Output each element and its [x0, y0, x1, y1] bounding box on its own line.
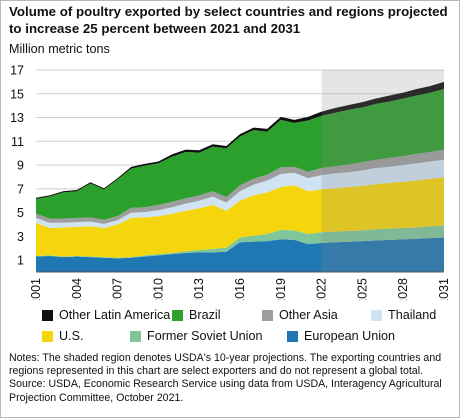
- legend-swatch: [371, 309, 382, 321]
- legend-item-other-latin-america: Other Latin America: [42, 308, 170, 322]
- legend-swatch: [287, 330, 298, 342]
- x-tick-2022: 2022: [315, 278, 329, 300]
- y-tick-13: 13: [10, 111, 24, 125]
- notes-text: Notes: The shaded region denotes USDA's …: [9, 352, 442, 378]
- legend-item-other-asia: Other Asia: [262, 308, 338, 322]
- legend-swatch: [42, 330, 53, 342]
- y-tick-5: 5: [17, 206, 24, 220]
- area-european-union: [36, 237, 444, 272]
- legend-item-european-union: European Union: [287, 329, 395, 343]
- projection-shade: [321, 70, 444, 272]
- x-tick-2028: 2028: [396, 278, 410, 300]
- legend-label: Brazil: [189, 308, 221, 322]
- y-tick-3: 3: [17, 230, 24, 244]
- area-thailand: [36, 159, 444, 229]
- x-tick-2010: 2010: [151, 278, 165, 300]
- x-tick-2025: 2025: [355, 278, 369, 300]
- notes-block: Notes: The shaded region denotes USDA's …: [9, 352, 451, 405]
- area-series: [36, 81, 444, 272]
- y-tick-17: 17: [10, 64, 24, 78]
- legend-label: Former Soviet Union: [147, 329, 263, 343]
- x-tick-2016: 2016: [233, 278, 247, 300]
- legend-item-u-s: U.S.: [42, 329, 84, 343]
- y-axis-unit-label: Million metric tons: [9, 42, 110, 56]
- x-tick-2004: 2004: [70, 278, 84, 300]
- legend-label: Other Asia: [279, 308, 338, 322]
- source-text: Source: USDA, Economic Research Service …: [9, 378, 442, 404]
- chart-title: Volume of poultry exported by select cou…: [9, 4, 448, 36]
- area-former-soviet-union: [36, 225, 444, 259]
- legend-swatch: [42, 309, 53, 321]
- legend: Other Latin America Brazil Other Asia Thail…: [0, 302, 460, 344]
- x-tick-2001: 2001: [29, 278, 43, 300]
- y-tick-7: 7: [17, 182, 24, 196]
- y-tick-9: 9: [17, 159, 24, 173]
- legend-label: Other Latin America: [59, 308, 171, 322]
- area-brazil: [36, 89, 444, 220]
- area-u-s: [36, 177, 444, 258]
- y-tick-15: 15: [10, 87, 24, 101]
- legend-label: European Union: [304, 329, 396, 343]
- legend-swatch: [262, 309, 273, 321]
- area-other-latin-america: [36, 81, 444, 199]
- legend-swatch: [172, 309, 183, 321]
- legend-label: Thailand: [388, 308, 437, 322]
- area-other-asia: [36, 149, 444, 224]
- x-tick-2019: 2019: [274, 278, 288, 300]
- x-tick-labels: 2001 2004 2007 2010 2013 2016 2019 2022 2025 2028…: [29, 278, 451, 300]
- y-tick-1: 1: [17, 254, 24, 268]
- x-tick-2013: 2013: [192, 278, 206, 300]
- y-tick-11: 11: [11, 135, 24, 149]
- x-tick-2031: 2031: [437, 278, 451, 300]
- legend-swatch: [130, 330, 141, 342]
- legend-item-former-soviet-union: Former Soviet Union: [130, 329, 262, 343]
- x-tick-2007: 2007: [111, 278, 125, 300]
- legend-item-brazil: Brazil: [172, 308, 221, 322]
- legend-label: U.S.: [59, 329, 84, 343]
- legend-item-thailand: Thailand: [371, 308, 436, 322]
